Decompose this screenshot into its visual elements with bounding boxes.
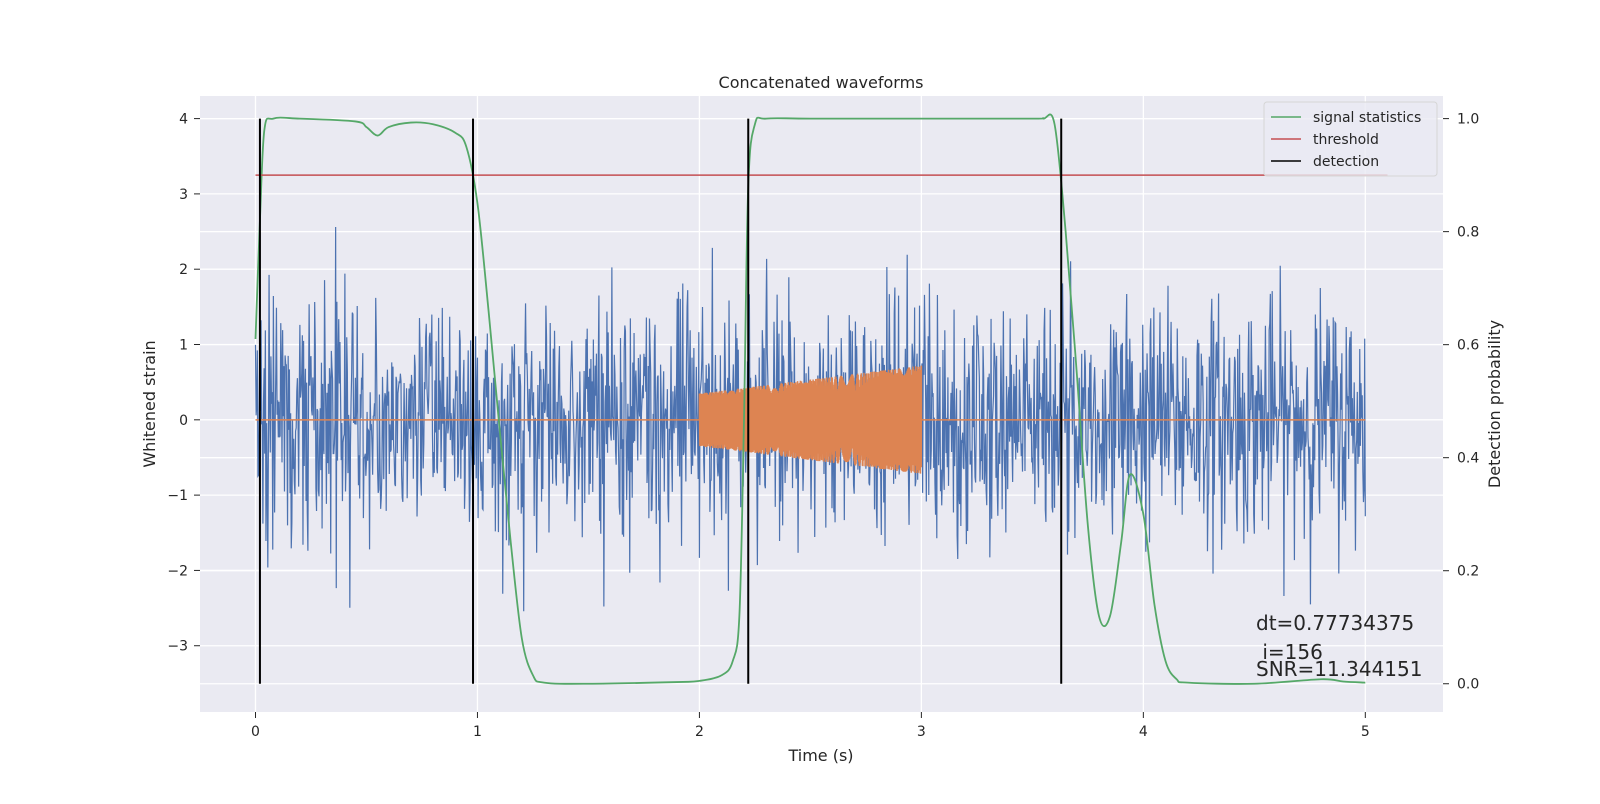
y2-tick-label-2: 0.6 (1457, 338, 1479, 354)
injected-chirp-series (255, 365, 1366, 474)
annotation-index: i=156 (1256, 640, 1323, 664)
x-tick-label-1: 1 (473, 724, 482, 740)
annotation-dt: dt=0.77734375 (1256, 611, 1414, 635)
detection-series (258, 118, 1063, 684)
annotations: dt=0.77734375 i=156 SNR=11.344151 (1256, 611, 1422, 681)
annotation-snr: SNR=11.344151 (1256, 657, 1422, 681)
legend-label-signal-statistics: signal statistics (1313, 110, 1421, 126)
axes: 0 1 2 3 4 5 4 3 2 1 0 −1 −2 −3 1.0 0.8 0.6 0.4 0.2 0.0 (167, 112, 1479, 740)
y-tick-label-0: 4 (179, 112, 188, 128)
signal-statistics-series (254, 113, 1366, 685)
y-tick-label-2: 2 (179, 262, 188, 278)
x-tick-label-3: 3 (917, 724, 926, 740)
y-tick-label-4: 0 (179, 413, 188, 429)
y-tick-label-7: −3 (167, 639, 188, 655)
y-tick-label-3: 1 (179, 338, 188, 354)
x-tick-label-4: 4 (1139, 724, 1148, 740)
y-tick-label-1: 3 (179, 187, 188, 203)
legend-box (1263, 101, 1438, 177)
chart-title: Concatenated waveforms (719, 73, 924, 92)
y-tick-label-5: −1 (167, 488, 188, 504)
y2-tick-label-5: 0.0 (1457, 677, 1479, 693)
y-axis-label: Whitened strain (140, 340, 159, 467)
signal-statistics-line (254, 113, 1366, 685)
legend: signal statistics threshold detection (1263, 101, 1438, 177)
x-tick-label-0: 0 (251, 724, 260, 740)
y2-axis-label: Detection probability (1485, 320, 1504, 488)
injected-chirp-line (255, 365, 1366, 474)
y2-tick-label-4: 0.2 (1457, 564, 1479, 580)
y2-tick-label-1: 0.8 (1457, 225, 1479, 241)
legend-label-threshold: threshold (1313, 132, 1379, 148)
x-tick-label-2: 2 (695, 724, 704, 740)
x-tick-label-5: 5 (1361, 724, 1370, 740)
y2-tick-label-3: 0.4 (1457, 451, 1479, 467)
y-tick-label-6: −2 (167, 563, 188, 579)
y2-tick-label-0: 1.0 (1457, 112, 1479, 128)
legend-label-detection: detection (1313, 154, 1379, 170)
x-axis-label: Time (s) (787, 746, 853, 765)
